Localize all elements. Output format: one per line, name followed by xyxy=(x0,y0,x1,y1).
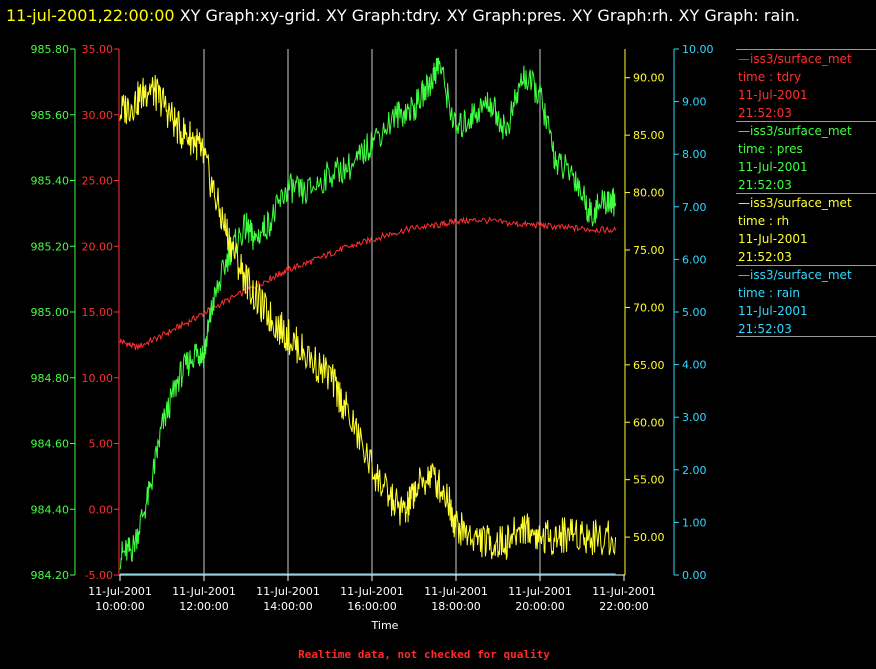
legend-time: 21:52:03 xyxy=(738,322,792,336)
rain-tick-label: 8.00 xyxy=(682,148,707,161)
x-tick-date: 11-Jul-2001 xyxy=(88,585,152,598)
legend-date: 11-Jul-2001 xyxy=(738,88,808,102)
legend-time: 21:52:03 xyxy=(738,250,792,264)
rain-tick-label: 4.00 xyxy=(682,359,707,372)
tdry-tick-label: 20.00 xyxy=(82,240,114,253)
rh-tick-label: 60.00 xyxy=(633,416,665,429)
grid-lines xyxy=(203,49,541,575)
tdry-tick-label: 15.00 xyxy=(82,306,114,319)
legend: —iss3/surface_met time : tdry 11-Jul-200… xyxy=(736,49,876,337)
rh-tick-label: 80.00 xyxy=(633,187,665,200)
x-tick-date: 11-Jul-2001 xyxy=(508,585,572,598)
legend-date: 11-Jul-2001 xyxy=(738,304,808,318)
pres-tick-label: 984.80 xyxy=(31,372,70,385)
pres-tick-label: 985.20 xyxy=(31,240,70,253)
rain-tick-label: 2.00 xyxy=(682,464,707,477)
tdry-tick-label: 35.00 xyxy=(82,43,114,56)
legend-entry-tdry: —iss3/surface_met time : tdry 11-Jul-200… xyxy=(736,49,876,121)
rh-tick-label: 75.00 xyxy=(633,244,665,257)
x-tick-time: 18:00:00 xyxy=(431,600,480,613)
legend-time: 21:52:03 xyxy=(738,106,792,120)
x-tick-time: 10:00:00 xyxy=(95,600,144,613)
rain-tick-label: 10.00 xyxy=(682,43,714,56)
legend-variable: time : rh xyxy=(738,214,790,228)
legend-date: 11-Jul-2001 xyxy=(738,160,808,174)
pres-tick-label: 985.00 xyxy=(31,306,70,319)
pres-tick-label: 984.20 xyxy=(31,569,70,582)
x-tick-date: 11-Jul-2001 xyxy=(424,585,488,598)
x-tick-time: 20:00:00 xyxy=(515,600,564,613)
legend-line: —iss3/surface_met xyxy=(738,124,852,138)
tdry-tick-label: 5.00 xyxy=(89,438,114,451)
rain-tick-label: 1.00 xyxy=(682,516,707,529)
header-timestamp: 11-jul-2001,22:00:00 xyxy=(6,6,175,25)
legend-entry-rain: —iss3/surface_met time : rain 11-Jul-200… xyxy=(736,265,876,337)
x-tick-date: 11-Jul-2001 xyxy=(592,585,656,598)
rain-tick-label: 6.00 xyxy=(682,253,707,266)
tdry-tick-label: 0.00 xyxy=(89,503,114,516)
legend-variable: time : tdry xyxy=(738,70,802,84)
pres-tick-label: 985.40 xyxy=(31,175,70,188)
series-pres xyxy=(119,57,617,570)
x-tick-time: 14:00:00 xyxy=(263,600,312,613)
x-tick-time: 22:00:00 xyxy=(599,600,648,613)
header-title: XY Graph:xy-grid. XY Graph:tdry. XY Grap… xyxy=(174,6,800,25)
legend-entry-rh: —iss3/surface_met time : rh 11-Jul-2001 … xyxy=(736,193,876,265)
tdry-tick-label: 10.00 xyxy=(82,372,114,385)
rh-tick-label: 70.00 xyxy=(633,301,665,314)
x-tick-date: 11-Jul-2001 xyxy=(256,585,320,598)
rh-tick-label: 90.00 xyxy=(633,72,665,85)
legend-time: 21:52:03 xyxy=(738,178,792,192)
rh-tick-label: 85.00 xyxy=(633,129,665,142)
x-tick-date: 11-Jul-2001 xyxy=(340,585,404,598)
pres-tick-label: 984.40 xyxy=(31,503,70,516)
x-tick-time: 16:00:00 xyxy=(347,600,396,613)
tdry-tick-label: -5.00 xyxy=(85,569,113,582)
series-group xyxy=(119,57,617,575)
x-tick-date: 11-Jul-2001 xyxy=(172,585,236,598)
rain-tick-label: 0.00 xyxy=(682,569,707,582)
rain-tick-label: 9.00 xyxy=(682,96,707,109)
rain-tick-label: 5.00 xyxy=(682,306,707,319)
rain-tick-label: 7.00 xyxy=(682,201,707,214)
legend-variable: time : pres xyxy=(738,142,803,156)
series-rh xyxy=(119,74,617,560)
rh-tick-label: 50.00 xyxy=(633,531,665,544)
quality-disclaimer: Realtime data, not checked for quality xyxy=(298,648,550,661)
tdry-tick-label: 25.00 xyxy=(82,175,114,188)
legend-entry-pres: —iss3/surface_met time : pres 11-Jul-200… xyxy=(736,121,876,193)
x-axis-label: Time xyxy=(371,619,399,632)
x-tick-time: 12:00:00 xyxy=(179,600,228,613)
chart-header: 11-jul-2001,22:00:00 XY Graph:xy-grid. X… xyxy=(6,2,866,29)
legend-date: 11-Jul-2001 xyxy=(738,232,808,246)
pres-tick-label: 985.80 xyxy=(31,43,70,56)
tdry-tick-label: 30.00 xyxy=(82,109,114,122)
series-tdry xyxy=(119,216,617,351)
axes: 11-Jul-2001 10:00:00 11-Jul-2001 12:00:00 11… xyxy=(31,43,714,632)
rh-tick-label: 55.00 xyxy=(633,474,665,487)
rh-tick-label: 65.00 xyxy=(633,359,665,372)
legend-line: —iss3/surface_met xyxy=(738,52,852,66)
legend-line: —iss3/surface_met xyxy=(738,196,852,210)
pres-tick-label: 985.60 xyxy=(31,109,70,122)
legend-variable: time : rain xyxy=(738,286,801,300)
pres-tick-label: 984.60 xyxy=(31,438,70,451)
legend-line: —iss3/surface_met xyxy=(738,268,852,282)
rain-tick-label: 3.00 xyxy=(682,411,707,424)
